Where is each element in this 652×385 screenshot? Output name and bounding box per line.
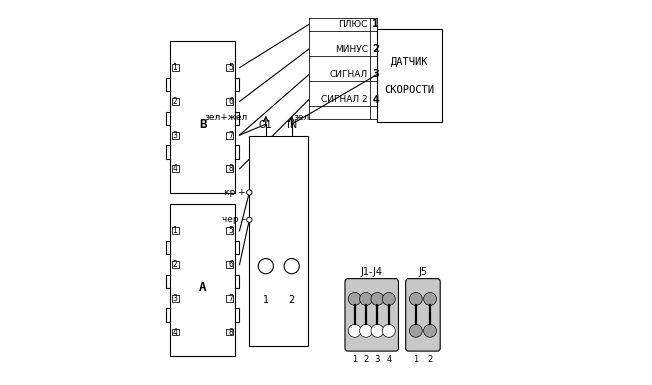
Text: 3: 3 — [172, 294, 177, 303]
Bar — [378, 29, 442, 122]
Text: чер –: чер – — [222, 215, 246, 224]
Text: СКОРОСТИ: СКОРОСТИ — [385, 85, 434, 95]
Text: 1: 1 — [352, 355, 357, 364]
Text: 7: 7 — [228, 131, 233, 140]
Circle shape — [246, 190, 252, 195]
Bar — [226, 295, 233, 302]
Text: СИГНАЛ 2: СИГНАЛ 2 — [321, 95, 368, 104]
Text: J1-J4: J1-J4 — [361, 267, 383, 277]
Bar — [172, 295, 179, 302]
Bar — [170, 41, 235, 192]
Circle shape — [382, 293, 395, 305]
Circle shape — [409, 324, 422, 337]
Circle shape — [409, 293, 422, 305]
Text: 6: 6 — [228, 97, 233, 106]
Bar — [226, 98, 233, 105]
Text: 2: 2 — [172, 260, 177, 269]
Text: 1: 1 — [413, 355, 419, 364]
Text: 4: 4 — [372, 95, 379, 105]
Circle shape — [371, 324, 384, 337]
Text: B: B — [199, 118, 207, 131]
Text: 2: 2 — [428, 355, 433, 364]
Text: ПЛЮС: ПЛЮС — [338, 20, 368, 29]
Text: 3: 3 — [172, 131, 177, 140]
Text: 8: 8 — [228, 164, 233, 173]
Bar — [226, 261, 233, 268]
Bar — [226, 329, 233, 335]
Circle shape — [424, 324, 436, 337]
Circle shape — [284, 259, 299, 274]
FancyBboxPatch shape — [406, 279, 440, 351]
Circle shape — [360, 324, 372, 337]
Circle shape — [360, 293, 372, 305]
Circle shape — [246, 217, 252, 223]
Bar — [226, 166, 233, 172]
Bar — [172, 166, 179, 172]
Bar — [172, 64, 179, 71]
Bar — [249, 136, 308, 346]
Circle shape — [382, 324, 395, 337]
Bar — [172, 228, 179, 234]
Text: 5: 5 — [228, 226, 233, 235]
Text: 7: 7 — [228, 294, 233, 303]
Circle shape — [348, 293, 361, 305]
Text: J5: J5 — [419, 267, 428, 277]
Text: 2: 2 — [289, 295, 295, 305]
Bar — [172, 132, 179, 139]
Text: 1: 1 — [172, 226, 177, 235]
Text: кр +: кр + — [224, 188, 246, 197]
Text: 1: 1 — [172, 63, 177, 72]
Text: 1: 1 — [263, 295, 269, 305]
FancyBboxPatch shape — [345, 279, 398, 351]
Bar — [172, 261, 179, 268]
Circle shape — [424, 293, 436, 305]
Text: зел: зел — [293, 113, 310, 122]
Text: 3: 3 — [372, 70, 379, 79]
Text: 2: 2 — [172, 97, 177, 106]
Text: 5: 5 — [228, 63, 233, 72]
Text: 2: 2 — [372, 44, 379, 54]
Text: IN: IN — [287, 120, 297, 130]
Bar — [226, 132, 233, 139]
Text: 2: 2 — [363, 355, 368, 364]
Text: 3: 3 — [375, 355, 380, 364]
Bar — [226, 228, 233, 234]
Circle shape — [258, 259, 273, 274]
Circle shape — [348, 324, 361, 337]
Text: 4: 4 — [172, 164, 177, 173]
Text: МИНУС: МИНУС — [334, 45, 368, 54]
Circle shape — [371, 293, 384, 305]
Bar — [172, 329, 179, 335]
Text: O1: O1 — [259, 120, 273, 130]
Text: 4: 4 — [386, 355, 391, 364]
Text: 6: 6 — [228, 260, 233, 269]
Text: ДАТЧИК: ДАТЧИК — [391, 57, 428, 67]
Text: зел+жел: зел+жел — [204, 113, 248, 122]
Text: СИГНАЛ: СИГНАЛ — [330, 70, 368, 79]
Text: A: A — [199, 281, 207, 294]
Text: 8: 8 — [228, 328, 233, 336]
Bar — [170, 204, 235, 356]
Text: 1: 1 — [372, 19, 379, 29]
Text: 4: 4 — [172, 328, 177, 336]
Bar — [226, 64, 233, 71]
Bar — [172, 98, 179, 105]
